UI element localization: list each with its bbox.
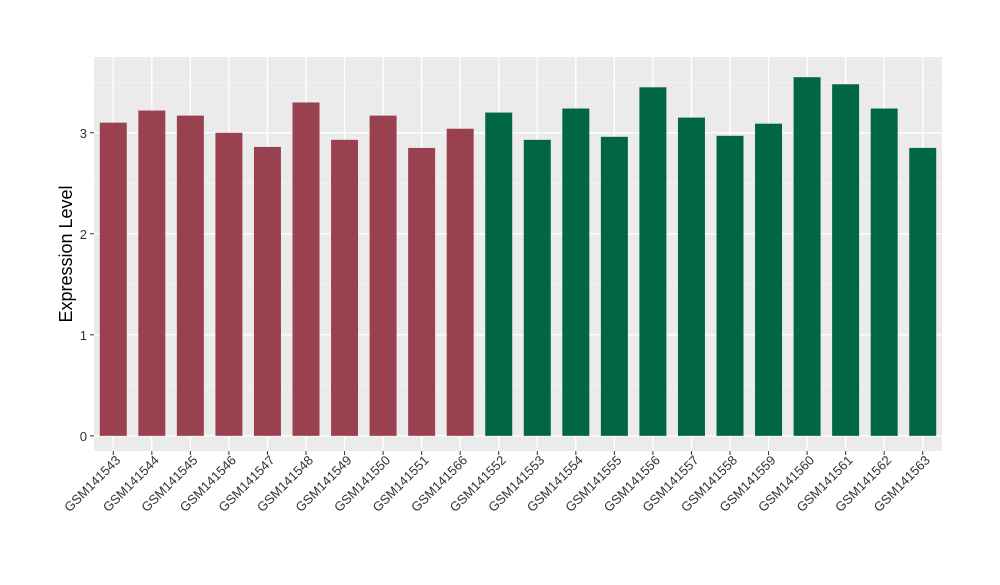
bar-GSM141562 (870, 108, 898, 436)
bar-GSM141553 (523, 139, 551, 436)
bar-GSM141552 (485, 112, 513, 436)
bar-GSM141559 (755, 123, 783, 436)
bar-GSM141554 (562, 108, 590, 436)
y-tick-label: 3 (80, 126, 87, 141)
bar-GSM141548 (292, 102, 320, 436)
bar-GSM141555 (600, 136, 628, 436)
bars (99, 77, 937, 436)
bar-GSM141566 (446, 128, 474, 436)
bar-GSM141545 (176, 115, 204, 436)
bar-GSM141561 (832, 84, 860, 436)
bar-GSM141549 (331, 139, 359, 436)
y-axis: 0 1 2 3 (80, 126, 94, 444)
bar-GSM141547 (253, 146, 281, 436)
x-axis: GSM141543GSM141544GSM141545GSM141546GSM1… (61, 451, 933, 515)
bar-GSM141546 (215, 132, 243, 436)
y-tick-label: 1 (80, 328, 87, 343)
bar-GSM141556 (639, 87, 667, 436)
bar-GSM141563 (909, 147, 937, 436)
y-axis-title: Expression Level (56, 185, 76, 322)
bar-GSM141560 (793, 77, 821, 436)
bar-GSM141550 (369, 115, 397, 436)
y-tick-label: 2 (80, 227, 87, 242)
bar-GSM141543 (99, 122, 127, 436)
bar-GSM141544 (138, 110, 166, 436)
y-tick-label: 0 (80, 429, 87, 444)
bar-GSM141558 (716, 135, 744, 436)
bar-GSM141557 (677, 117, 705, 436)
bar-GSM141551 (408, 147, 436, 436)
